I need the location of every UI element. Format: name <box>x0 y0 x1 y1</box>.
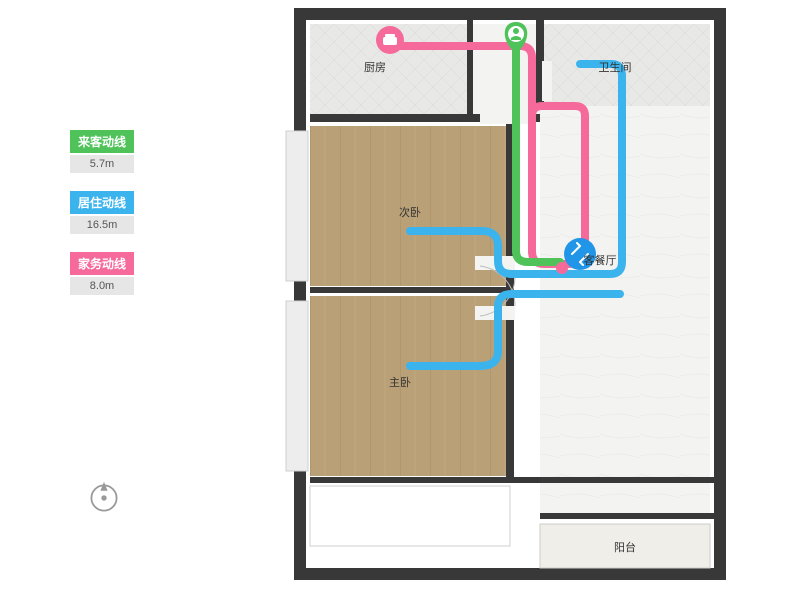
legend-value: 16.5m <box>70 216 134 234</box>
legend-item-living: 居住动线 16.5m <box>70 191 134 234</box>
label-bathroom: 卫生间 <box>599 60 632 74</box>
label-balcony: 阳台 <box>614 540 636 554</box>
legend-value: 8.0m <box>70 277 134 295</box>
legend-label: 居住动线 <box>70 191 134 214</box>
label-living: 客餐厅 <box>584 253 617 267</box>
label-kitchen: 厨房 <box>364 61 386 74</box>
floorplan-diagram: 厨房 卫生间 次卧 主卧 客餐厅 阳台 <box>280 6 740 596</box>
chore-endpoint-icon <box>556 262 568 274</box>
label-bedroom1: 主卧 <box>389 376 411 389</box>
compass-icon <box>86 480 122 516</box>
legend-value: 5.7m <box>70 155 134 173</box>
legend: 来客动线 5.7m 居住动线 16.5m 家务动线 8.0m <box>70 130 134 313</box>
legend-item-chore: 家务动线 8.0m <box>70 252 134 295</box>
legend-item-guest: 来客动线 5.7m <box>70 130 134 173</box>
kitchen-icon <box>376 26 404 54</box>
legend-label: 家务动线 <box>70 252 134 275</box>
legend-label: 来客动线 <box>70 130 134 153</box>
label-bedroom2: 次卧 <box>399 205 421 219</box>
